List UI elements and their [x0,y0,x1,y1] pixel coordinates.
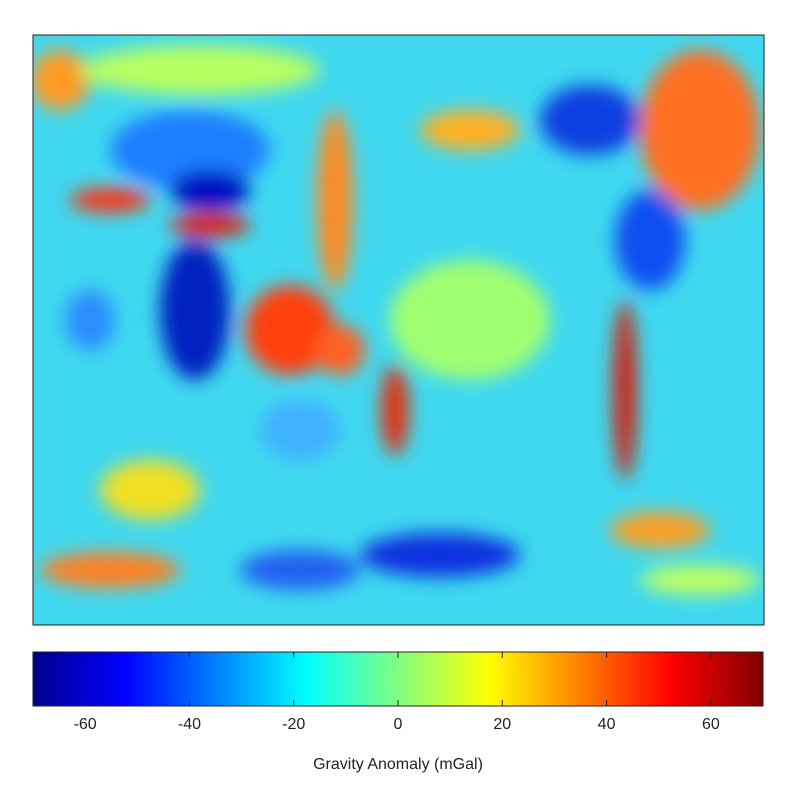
gravity-map [33,35,764,625]
colorbar-tick-label: 40 [598,716,616,733]
colorbar-tick-label: -40 [178,716,201,733]
colorbar-tick-label: -20 [282,716,305,733]
colorbar-tick-label: -60 [74,716,97,733]
colorbar-label: Gravity Anomaly (mGal) [313,756,483,773]
colorbar-tick-label: 0 [394,716,403,733]
map-frame [32,34,765,626]
colorbar-tick-label: 20 [493,716,511,733]
colorbar-tick-label: 60 [702,716,720,733]
colorbar [32,651,764,707]
